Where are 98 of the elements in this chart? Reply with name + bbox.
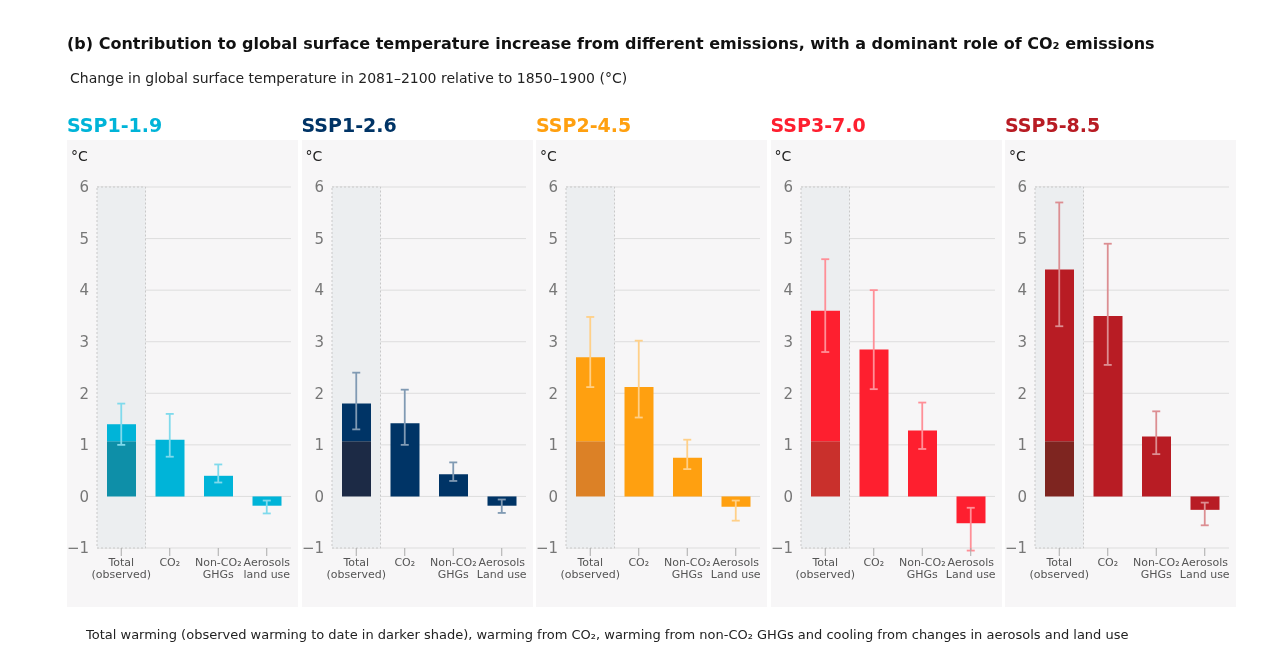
bar [341,441,371,497]
y-tick-label: 2 [313,384,324,403]
text: Change in global surface temperature in 2081–2100 relative to 1850–1900 (°C) [70,70,628,86]
y-tick-label: 4 [1017,281,1027,300]
y-tick-label: 6 [79,178,89,197]
y-tick-label: 6 [1017,178,1027,197]
bar [107,441,136,497]
y-tick-label: 4 [548,281,558,300]
y-tick-label: −1 [770,539,793,558]
bar [438,474,468,497]
x-tick-label: Non-CO₂ GHGs [429,556,477,581]
bar [810,441,840,497]
y-tick-label: 1 [782,436,793,455]
y-axis-title: °C [71,148,88,164]
y-tick-label: 5 [548,229,558,248]
chart-title: SSP3-7.0 [770,113,867,138]
y-tick-label: −1 [1004,539,1027,558]
bar [721,496,751,507]
y-tick-label: 1 [548,436,558,455]
bar [1142,436,1171,497]
x-tick-label: Total (observed) [560,556,621,581]
bar [1190,496,1220,510]
y-axis-title: °C [540,148,557,164]
y-axis-title: °C [305,148,323,164]
bar [810,310,840,442]
x-tick-label: Total (observed) [325,556,386,581]
x-tick-label: Total (observed) [1029,556,1090,581]
x-tick-label: Total (observed) [794,556,855,581]
x-tick-label: CO₂ [159,556,181,569]
bar [1093,315,1123,497]
bar [624,387,654,497]
y-tick-label: 2 [79,384,89,403]
y-tick-label: 5 [79,229,89,248]
y-tick-label: 6 [782,178,793,197]
y-tick-label: −1 [66,539,89,558]
x-tick-label: Aerosols Land use [945,556,996,581]
y-axis-title: °C [774,148,792,164]
bar [673,457,702,497]
bar [155,439,185,497]
text: (b) Contribution to global surface temperature increase from different emissions, with a dominant role of CO₂ emissions [67,34,1155,53]
bar [907,430,937,497]
text: Total warming (observed warming to date in darker shade), warming from CO₂, warming from non-CO₂ GHGs and cooling from changes in aerosols and land use [86,627,1129,642]
y-tick-label: −1 [535,539,558,558]
x-tick-label: CO₂ [628,556,650,569]
x-tick-label: Aerosols Land use [476,556,527,581]
y-tick-label: 2 [1017,384,1027,403]
bar [859,349,888,497]
bar [576,357,605,442]
y-axis-title: °C [1009,148,1026,164]
y-tick-label: 0 [79,487,89,506]
y-tick-label: 0 [548,487,558,506]
y-tick-label: 0 [782,487,793,506]
x-tick-label: Aerosols Land use [710,556,761,581]
y-tick-label: 4 [79,281,89,300]
y-tick-label: 4 [782,281,793,300]
y-tick-label: 0 [1017,487,1027,506]
y-tick-label: 1 [1017,436,1027,455]
y-tick-label: 3 [548,333,558,352]
y-tick-label: 4 [313,281,324,300]
chart-title: SSP5-8.5 [1005,113,1102,138]
bar [1045,269,1074,442]
bar [252,496,282,506]
y-tick-label: 5 [313,229,324,248]
x-tick-label: Aerosols land use [243,556,291,581]
y-tick-label: 2 [782,384,793,403]
y-tick-label: 6 [548,178,558,197]
bar [341,403,371,442]
bar [576,441,605,497]
y-tick-label: 1 [79,436,89,455]
bar [956,496,985,524]
x-tick-label: Non-CO₂ GHGs [898,556,946,581]
x-tick-label: Aerosols Land use [1179,556,1230,581]
x-tick-label: CO₂ [393,556,415,569]
y-tick-label: 1 [313,436,324,455]
y-tick-label: 5 [1017,229,1027,248]
x-tick-label: Non-CO₂ GHGs [1132,556,1180,581]
y-tick-label: 3 [1017,333,1027,352]
y-tick-label: 0 [313,487,324,506]
y-tick-label: 3 [782,333,793,352]
chart-title: SSP1-2.6 [301,113,398,138]
x-tick-label: Total (observed) [91,556,152,581]
y-tick-label: 2 [548,384,558,403]
bar [107,424,136,442]
bar [390,423,419,497]
x-tick-label: Non-CO₂ GHGs [663,556,711,581]
y-tick-label: 5 [782,229,793,248]
bar [1045,441,1074,497]
chart-title: SSP1-1.9 [67,113,164,138]
bar [487,496,516,506]
y-tick-label: 6 [313,178,324,197]
y-tick-label: 3 [313,333,324,352]
x-tick-label: CO₂ [862,556,884,569]
x-tick-label: Non-CO₂ GHGs [194,556,242,581]
bar [204,475,233,497]
chart-title: SSP2-4.5 [536,113,633,138]
y-tick-label: 3 [79,333,89,352]
y-tick-label: −1 [301,539,324,558]
x-tick-label: CO₂ [1097,556,1119,569]
